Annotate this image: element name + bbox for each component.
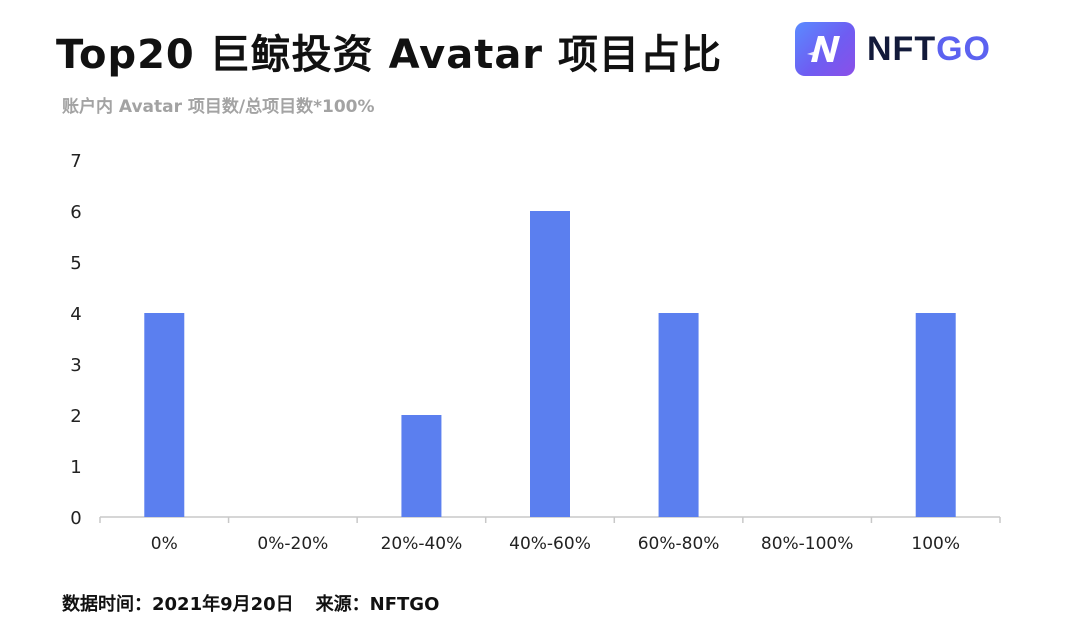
y-tick-label: 6 <box>70 202 81 223</box>
x-tick-label: 60%-80% <box>638 534 720 554</box>
chart-title: Top20 巨鲸投资 Avatar 项目占比 <box>56 32 722 78</box>
chart-footer: 数据时间：2021年9月20日 来源：NFTGO <box>62 590 439 616</box>
nftgo-logo-text: NFTGO <box>867 30 991 69</box>
y-tick-label: 2 <box>70 406 81 427</box>
x-tick-label: 20%-40% <box>381 534 463 554</box>
y-tick-label: 7 <box>70 151 81 172</box>
y-tick-label: 4 <box>70 304 81 325</box>
bar <box>144 313 185 517</box>
data-date: 数据时间：2021年9月20日 <box>62 594 294 615</box>
x-tick-label: 100% <box>911 534 960 554</box>
logo-text-main: NFT <box>867 29 937 68</box>
bar <box>530 211 570 517</box>
logo-text-accent: GO <box>936 29 991 68</box>
y-tick-label: 0 <box>70 508 81 529</box>
y-tick-label: 5 <box>70 253 81 274</box>
y-tick-label: 1 <box>70 457 81 478</box>
nftgo-logo: NFTGO <box>795 22 991 76</box>
y-tick-label: 3 <box>70 355 81 376</box>
x-tick-label: 0%-20% <box>257 534 328 554</box>
x-tick-label: 40%-60% <box>509 534 591 554</box>
nftgo-logo-icon <box>795 22 855 76</box>
x-tick-label: 80%-100% <box>761 534 854 554</box>
chart-subtitle: 账户内 Avatar 项目数/总项目数*100% <box>62 97 375 117</box>
bar <box>915 313 956 517</box>
bar <box>401 415 442 517</box>
data-source: 来源：NFTGO <box>315 594 440 615</box>
x-tick-label: 0% <box>151 534 178 554</box>
bar <box>658 313 699 517</box>
